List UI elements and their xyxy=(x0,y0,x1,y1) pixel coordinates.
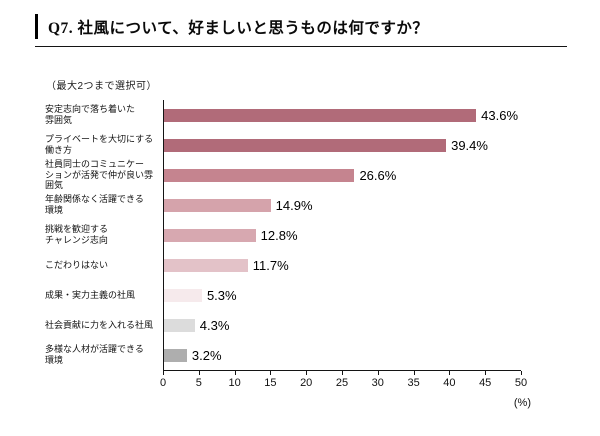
chart-row: こだわりはない 11.7% xyxy=(45,250,600,280)
tick-mark xyxy=(521,371,522,375)
bar xyxy=(164,168,355,182)
category-label: 挑戦を歓迎する チャレンジ志向 xyxy=(45,224,109,245)
bar-track: 14.9% xyxy=(163,190,522,220)
chart-row: 成果・実力主義の社風 5.3% xyxy=(45,280,600,310)
bar-chart: 安定志向で落ち着いた 雰囲気 43.6% プライベートを大切にする 働き方 39.4%… xyxy=(45,100,600,409)
chart-row: 多様な人材が活躍できる 環境 3.2% xyxy=(45,340,600,370)
bar-track: 12.8% xyxy=(163,220,522,250)
tick-mark xyxy=(234,371,236,375)
value-label: 14.9% xyxy=(275,197,313,213)
value-label: 43.6% xyxy=(481,107,519,123)
tick-label: 15 xyxy=(264,377,277,389)
bar xyxy=(164,318,195,332)
chart-row: 安定志向で落ち着いた 雰囲気 43.6% xyxy=(45,100,600,130)
bar-track: 11.7% xyxy=(163,250,522,280)
bar xyxy=(164,108,477,122)
tick-mark xyxy=(342,371,343,375)
value-label: 39.4% xyxy=(451,137,488,153)
tick-label: 25 xyxy=(335,377,349,389)
value-label: 26.6% xyxy=(359,167,397,183)
value-label: 11.7% xyxy=(252,257,289,273)
x-axis: 0 5 10 15 20 25 30 35 40 45 50 xyxy=(159,370,527,396)
title-accent-bar xyxy=(35,14,38,39)
bar xyxy=(164,138,447,152)
category-label: 安定志向で落ち着いた 雰囲気 xyxy=(45,104,136,125)
bar xyxy=(164,348,187,362)
bar xyxy=(164,228,256,242)
bar xyxy=(164,198,271,212)
tick-mark xyxy=(377,371,379,375)
bar-track: 26.6% xyxy=(163,160,522,190)
category-label: 社員同士のコミュニケー ションが活発で仲が良い雰囲気 xyxy=(45,158,154,191)
tick-mark xyxy=(485,371,487,375)
tick-mark xyxy=(270,371,272,375)
tick-mark xyxy=(413,371,415,375)
category-label: 多様な人材が活躍できる 環境 xyxy=(45,344,144,365)
category-label: プライベートを大切にする 働き方 xyxy=(45,134,154,155)
category-label: こだわりはない xyxy=(45,259,109,270)
category-label: 成果・実力主義の社風 xyxy=(45,289,136,300)
tick-label: 35 xyxy=(407,377,420,389)
chart-row: 社会貢献に力を入れる社風 4.3% xyxy=(45,310,600,340)
x-axis-unit: (%) xyxy=(513,397,531,409)
value-label: 12.8% xyxy=(260,227,298,243)
tick-label: 30 xyxy=(371,377,384,389)
page-header: Q7. 社風について、好ましいと思うものは何ですか？ xyxy=(35,14,600,39)
chart-rows: 安定志向で落ち着いた 雰囲気 43.6% プライベートを大切にする 働き方 39.4%… xyxy=(45,100,600,370)
category-label: 社会貢献に力を入れる社風 xyxy=(45,319,154,330)
value-label: 3.2% xyxy=(191,347,222,363)
tick-label: 5 xyxy=(195,377,202,389)
chart-note: （最大2つまで選択可） xyxy=(46,81,158,92)
value-label: 4.3% xyxy=(199,317,230,333)
tick-mark xyxy=(198,371,200,375)
tick-mark xyxy=(163,371,164,375)
bar-track: 4.3% xyxy=(163,310,522,340)
bar-track: 43.6% xyxy=(163,100,522,130)
tick-label: 10 xyxy=(228,377,241,389)
bar-track: 5.3% xyxy=(163,280,522,310)
value-label: 5.3% xyxy=(206,287,237,303)
chart-row: プライベートを大切にする 働き方 39.4% xyxy=(45,130,600,160)
chart-row: 挑戦を歓迎する チャレンジ志向 12.8% xyxy=(45,220,600,250)
bar xyxy=(164,258,248,272)
tick-label: 0 xyxy=(159,377,167,389)
tick-label: 45 xyxy=(479,377,492,389)
chart-row: 年齢関係なく活躍できる 環境 14.9% xyxy=(45,190,600,220)
tick-mark xyxy=(449,371,451,375)
bar-track: 3.2% xyxy=(163,340,522,370)
bar xyxy=(164,288,202,302)
category-label: 年齢関係なく活躍できる 環境 xyxy=(45,194,144,215)
title-underline xyxy=(35,46,567,47)
tick-label: 50 xyxy=(514,377,528,389)
tick-label: 40 xyxy=(443,377,456,389)
bar-track: 39.4% xyxy=(163,130,522,160)
tick-mark xyxy=(306,371,308,375)
page-title: Q7. 社風について、好ましいと思うものは何ですか？ xyxy=(48,19,429,37)
chart-row: 社員同士のコミュニケー ションが活発で仲が良い雰囲気 26.6% xyxy=(45,158,600,191)
tick-label: 20 xyxy=(300,377,313,389)
